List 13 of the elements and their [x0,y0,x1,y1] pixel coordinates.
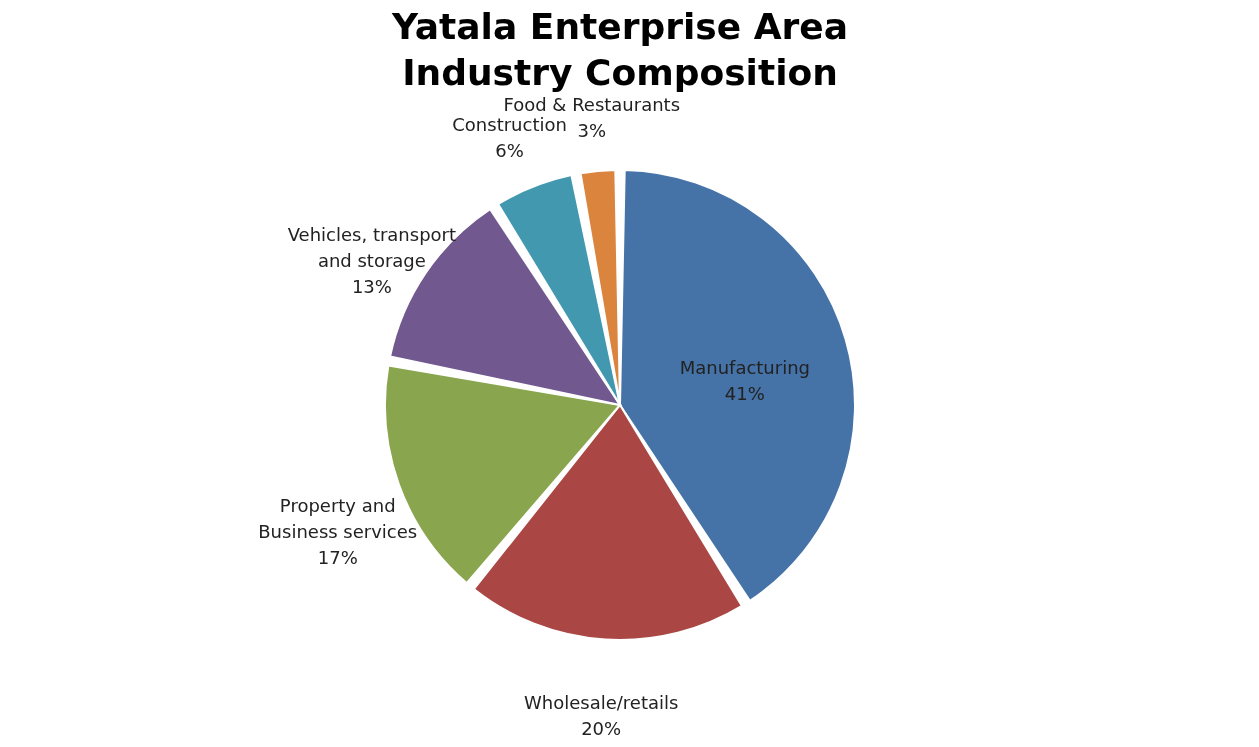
data-label: 6% [495,140,524,162]
slice-label: Vehicles, transport and storage [287,224,457,272]
data-label: 17% [317,546,358,568]
slice-label: Property and Business services [258,494,418,542]
data-label: 20% [581,718,622,740]
data-label: 3% [577,120,607,142]
chart-title: Yatala Enterprise Area Industry Composition [391,6,848,94]
slice-label: Construction [452,114,567,136]
slice-label: Manufacturing [679,356,811,378]
data-label: 41% [724,382,765,404]
data-label: 13% [351,276,392,298]
slice-label: Food & Restaurants [503,94,681,116]
slice-label: Wholesale/retails [523,692,679,714]
